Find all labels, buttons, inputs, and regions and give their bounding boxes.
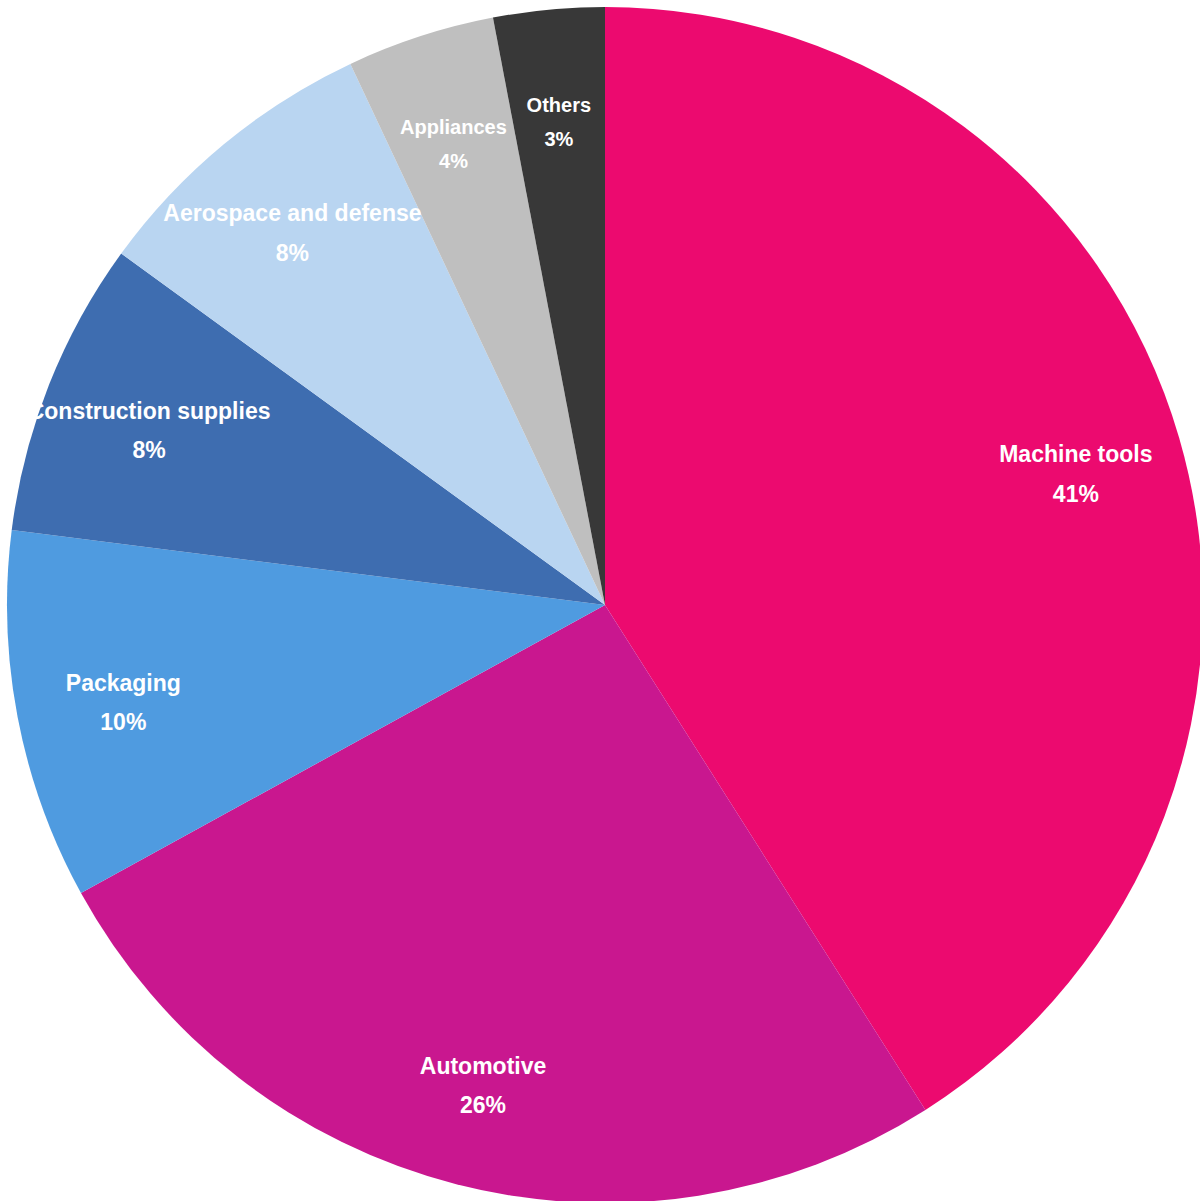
svg-text:Automotive26%: Automotive26% xyxy=(420,1053,547,1118)
svg-text:Construction supplies8%: Construction supplies8% xyxy=(28,398,271,463)
svg-text:Aerospace and defense8%: Aerospace and defense8% xyxy=(163,200,421,265)
svg-text:Machine tools41%: Machine tools41% xyxy=(999,441,1152,506)
svg-text:Others3%: Others3% xyxy=(527,94,591,150)
svg-text:Packaging10%: Packaging10% xyxy=(66,670,181,735)
svg-text:Appliances4%: Appliances4% xyxy=(400,116,507,172)
